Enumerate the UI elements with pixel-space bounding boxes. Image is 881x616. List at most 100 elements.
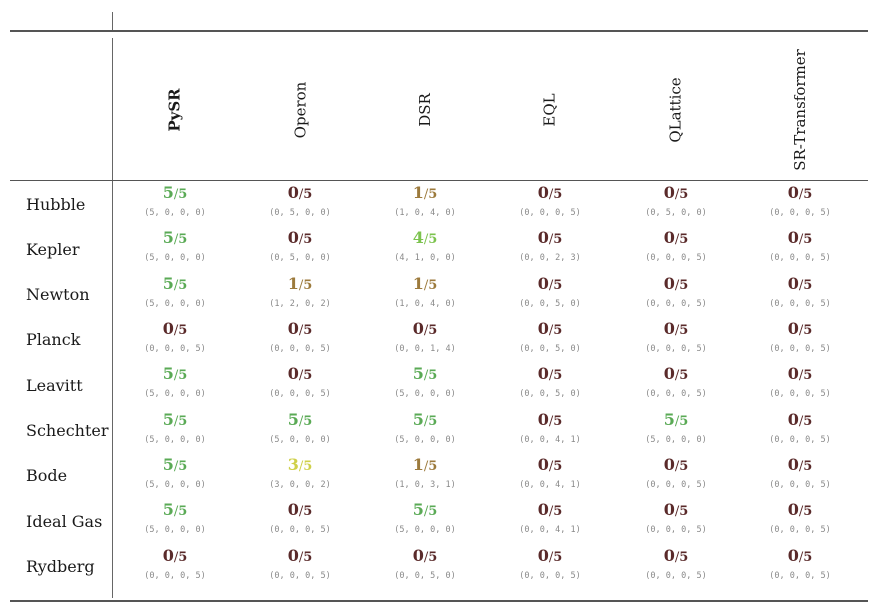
outcome-breakdown: (0, 0, 0, 5) [769,571,831,581]
score-fraction: 5/5 [125,229,225,249]
score-numerator: 0 [537,319,549,338]
outcome-breakdown: (0, 0, 0, 5) [269,525,331,535]
score-denominator: 5 [428,368,438,383]
score-fraction: 0/5 [626,456,726,476]
fraction-slash: / [423,232,429,247]
outcome-breakdown: (5, 0, 0, 0) [144,208,206,218]
score-denominator: 5 [178,504,188,519]
result-cell: 0/5 (0, 5, 0, 0) [250,184,350,219]
fraction-slash: / [548,232,554,247]
outcome-breakdown: (0, 0, 5, 0) [519,299,581,309]
result-cell: 0/5 (0, 0, 4, 1) [500,411,600,446]
fraction-slash: / [548,459,554,474]
score-fraction: 3/5 [250,456,350,476]
fraction-slash: / [298,550,304,565]
score-fraction: 0/5 [750,365,850,385]
score-numerator: 0 [162,319,174,338]
outcome-breakdown: (0, 0, 0, 5) [769,435,831,445]
score-fraction: 0/5 [750,320,850,340]
score-numerator: 1 [412,274,424,293]
score-denominator: 5 [679,459,689,474]
result-cell: 3/5 (3, 0, 0, 2) [250,456,350,491]
score-fraction: 0/5 [125,547,225,567]
result-cell: 0/5 (0, 0, 0, 5) [250,501,350,536]
score-numerator: 0 [663,228,675,247]
outcome-breakdown: (0, 0, 0, 5) [645,525,707,535]
fraction-slash: / [674,368,680,383]
fraction-slash: / [548,550,554,565]
score-denominator: 5 [803,232,813,247]
score-fraction: 0/5 [500,365,600,385]
result-cell: 0/5 (0, 0, 0, 5) [626,229,726,264]
score-fraction: 1/5 [375,184,475,204]
score-denominator: 5 [303,414,313,429]
score-numerator: 0 [663,274,675,293]
score-denominator: 5 [679,323,689,338]
fraction-slash: / [173,459,179,474]
outcome-breakdown: (0, 0, 0, 5) [769,299,831,309]
score-denominator: 5 [428,187,438,202]
score-fraction: 0/5 [750,547,850,567]
outcome-breakdown: (0, 0, 0, 5) [769,389,831,399]
score-numerator: 0 [663,500,675,519]
score-denominator: 5 [803,459,813,474]
fraction-slash: / [173,187,179,202]
score-numerator: 0 [287,319,299,338]
result-cell: 0/5 (0, 0, 0, 5) [500,547,600,582]
score-numerator: 0 [537,364,549,383]
outcome-breakdown: (0, 0, 5, 0) [394,571,456,581]
score-numerator: 0 [663,455,675,474]
score-denominator: 5 [303,504,313,519]
fraction-slash: / [173,232,179,247]
score-numerator: 0 [787,546,799,565]
column-header-operon: Operon [270,40,330,180]
score-denominator: 5 [428,278,438,293]
score-numerator: 5 [162,455,174,474]
score-fraction: 0/5 [626,229,726,249]
score-fraction: 0/5 [375,547,475,567]
score-fraction: 0/5 [500,184,600,204]
outcome-breakdown: (0, 0, 4, 1) [519,525,581,535]
score-numerator: 0 [663,319,675,338]
score-fraction: 0/5 [750,229,850,249]
score-numerator: 0 [537,455,549,474]
row-label: Kepler [26,240,80,259]
fraction-slash: / [423,504,429,519]
score-denominator: 5 [553,278,563,293]
row-label: Rydberg [26,557,95,576]
result-cell: 0/5 (0, 0, 0, 5) [125,547,225,582]
column-header-label: SR-Transformer [791,49,810,171]
fraction-slash: / [423,187,429,202]
outcome-breakdown: (5, 0, 0, 0) [394,525,456,535]
score-denominator: 5 [178,187,188,202]
score-fraction: 0/5 [500,456,600,476]
fraction-slash: / [548,323,554,338]
outcome-breakdown: (0, 0, 0, 5) [144,571,206,581]
score-numerator: 0 [287,228,299,247]
outcome-breakdown: (0, 0, 0, 5) [269,389,331,399]
result-cell: 0/5 (0, 0, 0, 5) [626,319,726,355]
score-denominator: 5 [679,187,689,202]
score-fraction: 1/5 [375,275,475,295]
score-denominator: 5 [178,232,188,247]
score-numerator: 0 [787,183,799,202]
score-numerator: 5 [287,410,299,429]
score-fraction: 5/5 [626,411,726,431]
score-fraction: 0/5 [500,275,600,295]
fraction-slash: / [798,368,804,383]
score-fraction: 0/5 [626,184,726,204]
score-denominator: 5 [553,368,563,383]
row-label: Hubble [26,195,86,214]
fraction-slash: / [173,278,179,293]
bottom-rule [10,600,868,602]
score-fraction: 5/5 [125,365,225,385]
score-denominator: 5 [178,278,188,293]
result-cell: 0/5 (0, 0, 0, 5) [750,275,850,310]
score-denominator: 5 [803,323,813,338]
score-fraction: 0/5 [750,501,850,521]
score-fraction: 0/5 [500,501,600,521]
outcome-breakdown: (0, 0, 0, 5) [144,344,206,354]
outcome-breakdown: (0, 0, 0, 5) [645,253,707,263]
score-numerator: 0 [787,228,799,247]
row-label: Bode [26,466,68,485]
